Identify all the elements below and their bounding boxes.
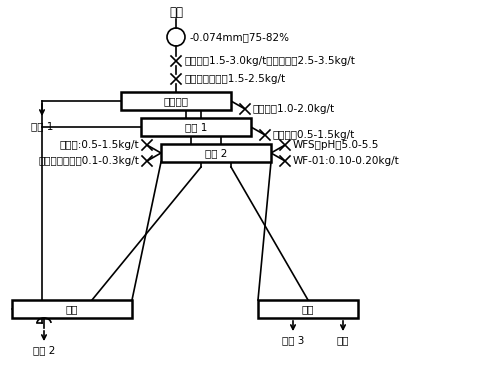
- Text: WFS调pH至5.0-5.5: WFS调pH至5.0-5.5: [293, 140, 380, 150]
- Text: 阴离子捕收剂：0.1-0.3kg/t: 阴离子捕收剂：0.1-0.3kg/t: [38, 156, 139, 166]
- Text: 硅酸钙：1.0-2.0kg/t: 硅酸钙：1.0-2.0kg/t: [253, 104, 335, 114]
- Text: 反选: 反选: [302, 304, 314, 314]
- Text: -0.074mm：75-82%: -0.074mm：75-82%: [190, 32, 290, 42]
- Bar: [141, 118, 251, 136]
- Text: WF-01:0.10-0.20kg/t: WF-01:0.10-0.20kg/t: [293, 156, 400, 166]
- Text: 精矿: 精矿: [337, 335, 349, 345]
- Text: 尾矿 1: 尾矿 1: [31, 121, 53, 131]
- Text: 尾矿 2: 尾矿 2: [33, 345, 55, 355]
- Text: 精选 2: 精选 2: [205, 148, 227, 158]
- Text: 硅酸钙：0.5-1.5kg/t: 硅酸钙：0.5-1.5kg/t: [273, 130, 355, 140]
- Text: 正选粗选: 正选粗选: [163, 96, 188, 106]
- Text: 硅酸钙:0.5-1.5kg/t: 硅酸钙:0.5-1.5kg/t: [59, 140, 139, 150]
- Bar: [161, 144, 271, 162]
- Text: 碳酸钙：1.5-3.0kg/t，硅酸钙：2.5-3.5kg/t: 碳酸钙：1.5-3.0kg/t，硅酸钙：2.5-3.5kg/t: [185, 56, 356, 66]
- Bar: [121, 92, 231, 110]
- Text: 扫选: 扫选: [66, 304, 78, 314]
- Text: 阴离子捕收剂：1.5-2.5kg/t: 阴离子捕收剂：1.5-2.5kg/t: [185, 74, 286, 84]
- Text: 尾矿 3: 尾矿 3: [282, 335, 304, 345]
- Text: 精选 1: 精选 1: [185, 122, 207, 132]
- Text: 原矿: 原矿: [169, 5, 183, 18]
- Bar: [12, 300, 132, 318]
- Bar: [258, 300, 358, 318]
